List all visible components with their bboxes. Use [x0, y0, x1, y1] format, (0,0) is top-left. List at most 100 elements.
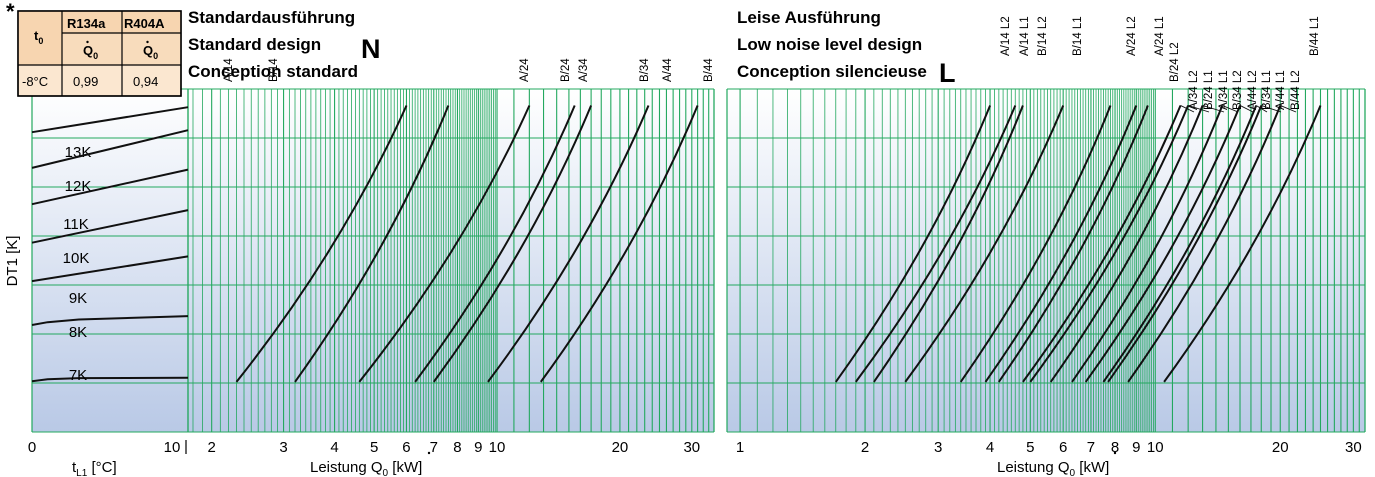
dt-curve-10K	[31, 209, 189, 244]
lownoise-curve-A-24-L2	[959, 105, 1112, 383]
standard-curve-A-24	[358, 105, 531, 383]
q0-header-1: Q0	[83, 43, 98, 61]
lownoise-x-tick-1: 1	[736, 439, 744, 456]
row-val-r134a: 0,99	[73, 74, 98, 89]
leader-line	[1188, 105, 1210, 113]
lownoise-curve-B-14-L2	[873, 105, 1024, 383]
standard-title-en: Standard design	[188, 35, 321, 54]
standard-curve-B-14	[294, 105, 450, 383]
dt-curve-11K	[31, 168, 189, 206]
lownoise-title-de: Leise Ausführung	[737, 8, 881, 27]
standard-curve-A-34	[432, 105, 593, 383]
standard-top-label-A-24: A/24	[519, 58, 531, 82]
r134a-header: R134a	[67, 16, 106, 31]
standard-title-fr: Conception standard	[188, 62, 358, 81]
footnote-star: *	[6, 0, 15, 24]
dt-label-8K: 8K	[69, 324, 87, 341]
tl1-tick-10: 10	[164, 439, 181, 456]
lownoise-top-label-A-34-L2: A/34 L2	[1188, 70, 1200, 110]
t0-label: t0	[34, 28, 43, 46]
lownoise-x-tick-4: 4	[986, 439, 994, 456]
standard-curve-A-44	[539, 105, 699, 383]
dt-label-9K: 9K	[69, 290, 87, 307]
lownoise-x-tick-9: 9	[1132, 439, 1140, 456]
lownoise-curve-B-34-L1	[1102, 105, 1258, 383]
standard-top-label-A-14: A/14	[223, 58, 235, 82]
tl1-axis-label: tL1 [°C]	[72, 459, 117, 477]
lownoise-curve-A-44-L1	[1107, 105, 1263, 383]
lownoise-top-label-A-44-L2: A/44 L2	[1247, 70, 1259, 110]
dt-curve-13K	[31, 106, 189, 134]
lownoise-curve-A-34-L2	[1022, 105, 1182, 383]
leader-line	[1261, 105, 1282, 113]
lownoise-top-label-B-24-L2: B/24 L2	[1169, 42, 1181, 82]
lownoise-curve-B-44-L1	[1163, 105, 1322, 383]
lownoise-curve-A-34-L1	[1049, 105, 1204, 383]
standard-x-tick-3: 3	[279, 439, 287, 456]
lownoise-x-tick-20: 20	[1272, 439, 1289, 456]
row-val-r404a: 0,94	[133, 74, 158, 89]
lownoise-x-tick-6: 6	[1059, 439, 1067, 456]
correction-table: * t0 R134a R404A Q0 Q0 -8°C 0,99 0,94	[6, 0, 182, 97]
lownoise-x-tick-10: 10	[1147, 439, 1164, 456]
leader-line	[1280, 105, 1297, 113]
lownoise-top-label-B-34-L2: B/34 L2	[1232, 70, 1244, 110]
lownoise-top-label-B-14-L1: B/14 L1	[1072, 16, 1084, 56]
lownoise-x-tick-30: 30	[1345, 439, 1362, 456]
dt-curve-12K	[31, 129, 189, 169]
lownoise-top-label-B-14-L2: B/14 L2	[1037, 16, 1049, 56]
lownoise-top-label-A-24-L1: A/24 L1	[1154, 16, 1166, 56]
q0-header-2: Q0	[143, 43, 158, 61]
lownoise-x-tick-5: 5	[1026, 439, 1034, 456]
lownoise-top-label-B-34-L1: B/34 L1	[1261, 70, 1273, 110]
lownoise-top-label-B-24-L1: B/24 L1	[1203, 70, 1215, 110]
standard-header: Standardausführung Standard design Conce…	[188, 8, 381, 81]
lownoise-header: Leise Ausführung Low noise level design …	[737, 8, 956, 88]
lownoise-curve-A-44-L2	[1084, 105, 1241, 383]
lownoise-x-tick-2: 2	[861, 439, 869, 456]
standard-x-tick-10: 10	[489, 439, 506, 456]
lownoise-curve-A-14-L1	[854, 105, 1017, 383]
lownoise-top-label-B-44-L2: B/44 L2	[1290, 70, 1302, 110]
leader-line	[1255, 105, 1268, 113]
standard-x-tick-4: 4	[330, 439, 338, 456]
lownoise-curve-B-44-L2	[1127, 105, 1282, 383]
standard-title-de: Standardausführung	[188, 8, 355, 27]
tl1-tick-0: 0	[28, 439, 36, 456]
standard-top-label-A-44: A/44	[662, 58, 674, 82]
dt-curve-9K	[31, 255, 189, 283]
standard-top-label-B-34: B/34	[639, 58, 651, 82]
lownoise-x-tick-3: 3	[934, 439, 942, 456]
lownoise-title-fr: Conception silencieuse	[737, 62, 927, 81]
standard-x-tick-2: 2	[208, 439, 216, 456]
dt-label-12K: 12K	[65, 178, 92, 195]
standard-x-tick-20: 20	[612, 439, 629, 456]
lownoise-x-axis-label: Leistung Q0 [kW]	[997, 459, 1109, 477]
dt1-axis-label: DT1 [K]	[4, 236, 21, 287]
standard-x-tick-6: 6	[402, 439, 410, 456]
lownoise-top-label-A-24-L2: A/24 L2	[1126, 16, 1138, 56]
lownoise-letter: L	[939, 58, 956, 88]
standard-top-label-B-24: B/24	[560, 58, 572, 82]
lownoise-curve-B-14-L1	[904, 105, 1065, 383]
standard-top-label-B-14: B/14	[268, 58, 280, 82]
standard-x-tick-7: 7	[430, 439, 438, 456]
lownoise-top-label-A-14-L1: A/14 L1	[1019, 16, 1031, 56]
leader-line	[1202, 105, 1225, 113]
lownoise-top-label-A-34-L1: A/34 L1	[1218, 70, 1230, 110]
standard-curve-B-34	[487, 105, 650, 383]
standard-x-tick-30: 30	[683, 439, 700, 456]
standard-letter: N	[361, 34, 381, 64]
lownoise-x-tick-7: 7	[1087, 439, 1095, 456]
lownoise-curve-A-14-L2	[834, 105, 992, 383]
standard-x-tick-5: 5	[370, 439, 378, 456]
lownoise-title-en: Low noise level design	[737, 35, 922, 54]
standard-x-axis-label: Leistung Q0 [kW]	[310, 459, 422, 477]
plot-background-2	[727, 89, 1365, 432]
leader-line	[1239, 105, 1254, 113]
standard-top-label-B-44: B/44	[703, 58, 715, 82]
standard-top-label-A-34: A/34	[578, 58, 590, 82]
dt-label-7K: 7K	[69, 367, 87, 384]
lownoise-curve-A-24-L1	[984, 105, 1138, 383]
